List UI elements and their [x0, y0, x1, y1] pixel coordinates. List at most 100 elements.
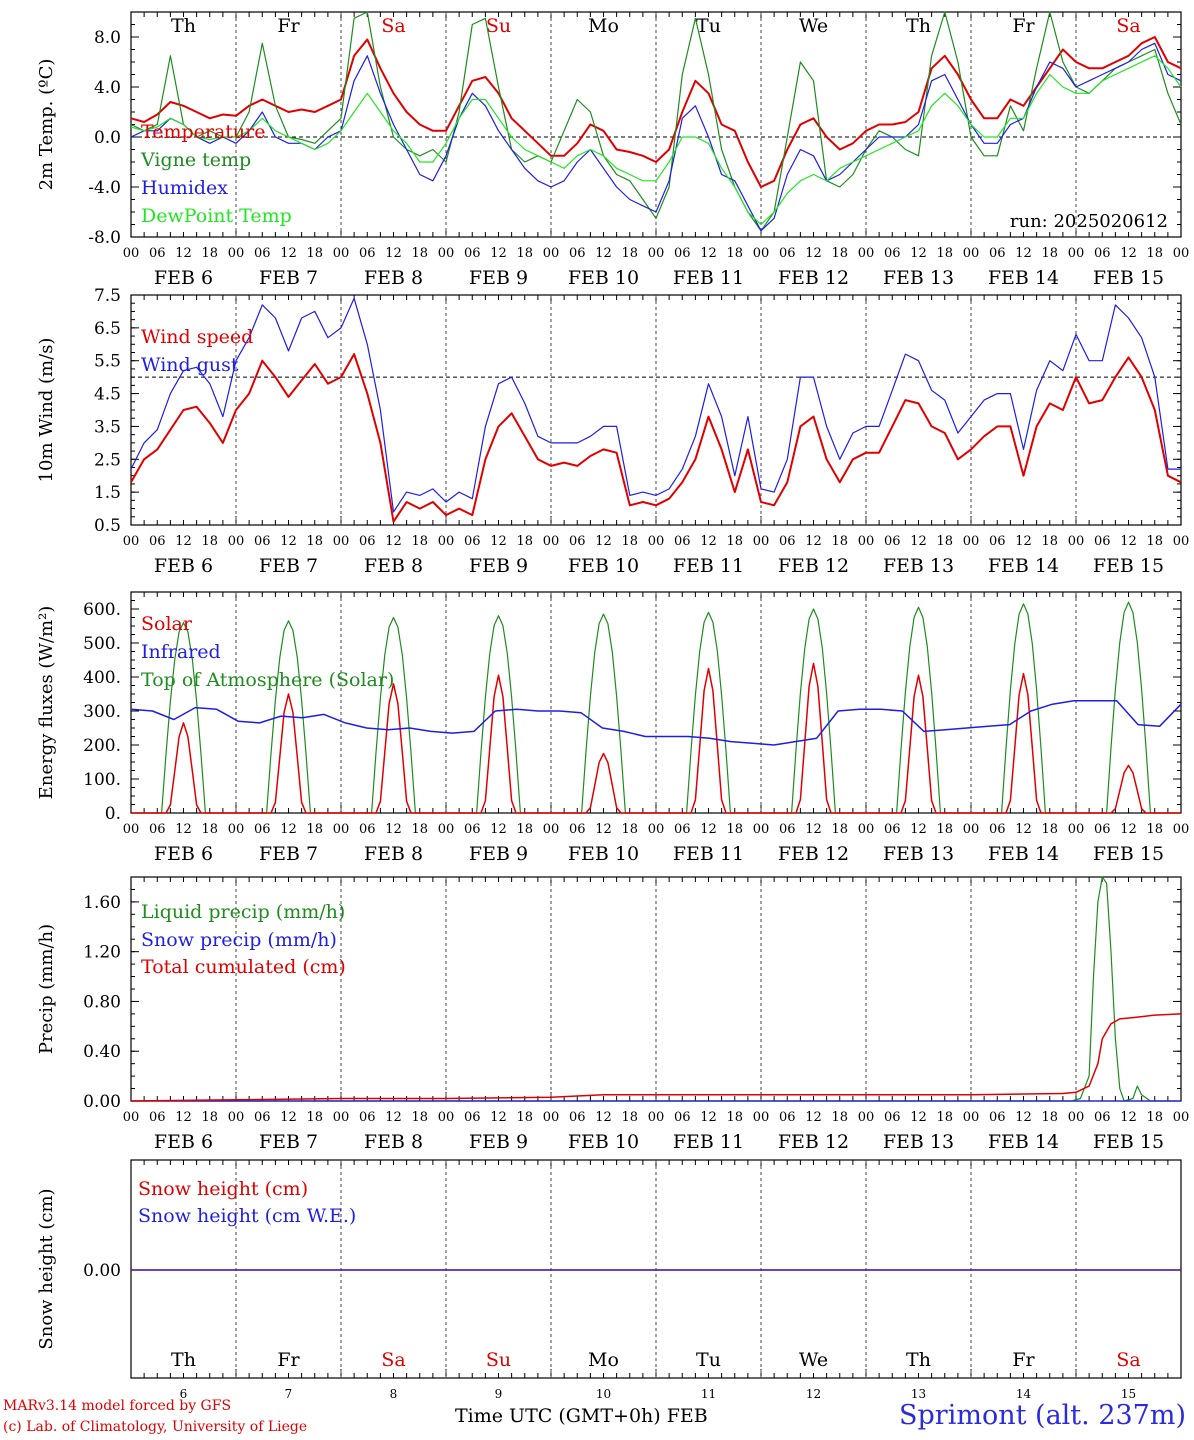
date-label: FEB 8	[364, 555, 423, 577]
hour-label: 00	[123, 534, 140, 549]
hour-label: 18	[936, 1110, 953, 1125]
hour-label: 18	[516, 1110, 533, 1125]
hour-label: 18	[306, 246, 323, 261]
hour-label: 18	[516, 246, 533, 261]
hour-label: 18	[621, 246, 638, 261]
day-number-label: 12	[806, 1387, 821, 1401]
hour-label: 18	[621, 822, 638, 837]
y-tick-label: 3.5	[94, 417, 121, 437]
y-tick-label: 1.20	[83, 943, 121, 963]
legend-entry: DewPoint Temp	[141, 205, 292, 227]
hour-label: 18	[201, 246, 218, 261]
hour-label: 00	[228, 822, 245, 837]
hour-label: 06	[884, 822, 901, 837]
hour-label: 18	[411, 246, 428, 261]
y-tick-label: 200.	[83, 736, 121, 756]
hour-label: 18	[1146, 534, 1163, 549]
date-label: FEB 13	[883, 1131, 954, 1153]
hour-label: 00	[1173, 246, 1190, 261]
hour-label: 06	[149, 822, 166, 837]
hour-label: 06	[674, 246, 691, 261]
plot-frame-temp	[130, 11, 1182, 238]
hour-label: 12	[910, 1110, 927, 1125]
hour-label: 18	[516, 822, 533, 837]
hour-label: 00	[753, 534, 770, 549]
hour-label: 12	[700, 246, 717, 261]
y-axis-label: 2m Temp. (ºC)	[36, 59, 57, 191]
hour-label: 12	[1015, 822, 1032, 837]
hour-label: 18	[306, 822, 323, 837]
hour-label: 18	[1146, 822, 1163, 837]
hour-label: 12	[490, 246, 507, 261]
day-number-label: 6	[180, 1387, 188, 1401]
hour-label: 00	[228, 534, 245, 549]
day-name-label: Fr	[277, 1349, 300, 1371]
y-tick-label: -4.0	[88, 178, 121, 198]
hour-label: 00	[648, 534, 665, 549]
day-name-label: Tu	[696, 1349, 721, 1371]
day-number-label: 11	[701, 1387, 716, 1401]
date-label: FEB 7	[259, 1131, 318, 1153]
hour-label: 00	[543, 534, 560, 549]
hour-label: 06	[254, 822, 271, 837]
hour-label: 00	[963, 246, 980, 261]
hour-label: 00	[963, 822, 980, 837]
date-label: FEB 11	[673, 843, 744, 865]
date-label: FEB 14	[988, 843, 1059, 865]
y-axis-label: Energy fluxes (W/m²)	[36, 606, 57, 800]
hour-label: 06	[464, 822, 481, 837]
hour-label: 12	[700, 1110, 717, 1125]
legend-entry: Wind gust	[141, 354, 239, 376]
y-tick-label: 600.	[83, 600, 121, 620]
day-number-label: 13	[911, 1387, 926, 1401]
hour-label: 00	[858, 246, 875, 261]
day-number-label: 15	[1121, 1387, 1136, 1401]
date-label: FEB 10	[568, 267, 639, 289]
hour-label: 06	[254, 1110, 271, 1125]
day-name-label: Th	[171, 1349, 196, 1371]
hour-label: 12	[595, 1110, 612, 1125]
hour-label: 12	[805, 246, 822, 261]
date-label: FEB 10	[568, 843, 639, 865]
legend-entry: Top of Atmosphere (Solar)	[141, 669, 394, 691]
y-tick-label: 0.	[105, 804, 121, 824]
hour-label: 06	[359, 534, 376, 549]
date-label: FEB 10	[568, 555, 639, 577]
model-credit: MARv3.14 model forced by GFS	[3, 1398, 232, 1414]
y-tick-label: 500.	[83, 634, 121, 654]
hour-label: 18	[411, 1110, 428, 1125]
day-name-label: Sa	[1116, 1349, 1140, 1371]
series-line-solar	[131, 662, 1181, 814]
hour-label: 18	[831, 822, 848, 837]
date-label: FEB 14	[988, 1131, 1059, 1153]
date-label: FEB 12	[778, 843, 849, 865]
hour-label: 00	[753, 822, 770, 837]
hour-label: 06	[359, 1110, 376, 1125]
hour-label: 12	[1015, 1110, 1032, 1125]
hour-label: 00	[333, 246, 350, 261]
hour-label: 18	[201, 822, 218, 837]
hour-label: 06	[254, 534, 271, 549]
hour-label: 18	[1146, 1110, 1163, 1125]
x-axis-title: Time UTC (GMT+0h) FEB	[455, 1405, 708, 1427]
day-name-label: Th	[906, 1349, 931, 1371]
station-label: Sprimont (alt. 237m)	[899, 1400, 1186, 1431]
hour-label: 06	[884, 246, 901, 261]
hour-label: 12	[1120, 822, 1137, 837]
date-label: FEB 13	[883, 843, 954, 865]
y-axis-label: Snow height (cm)	[36, 1188, 57, 1349]
date-label: FEB 11	[673, 267, 744, 289]
hour-label: 06	[779, 822, 796, 837]
hour-label: 06	[569, 534, 586, 549]
hour-label: 18	[936, 246, 953, 261]
hour-label: 18	[831, 534, 848, 549]
date-label: FEB 7	[259, 555, 318, 577]
hour-label: 18	[936, 822, 953, 837]
hour-label: 12	[700, 534, 717, 549]
y-tick-label: 100.	[83, 770, 121, 790]
y-tick-label: 400.	[83, 668, 121, 688]
date-label: FEB 12	[778, 267, 849, 289]
hour-label: 18	[621, 1110, 638, 1125]
hour-label: 18	[831, 1110, 848, 1125]
